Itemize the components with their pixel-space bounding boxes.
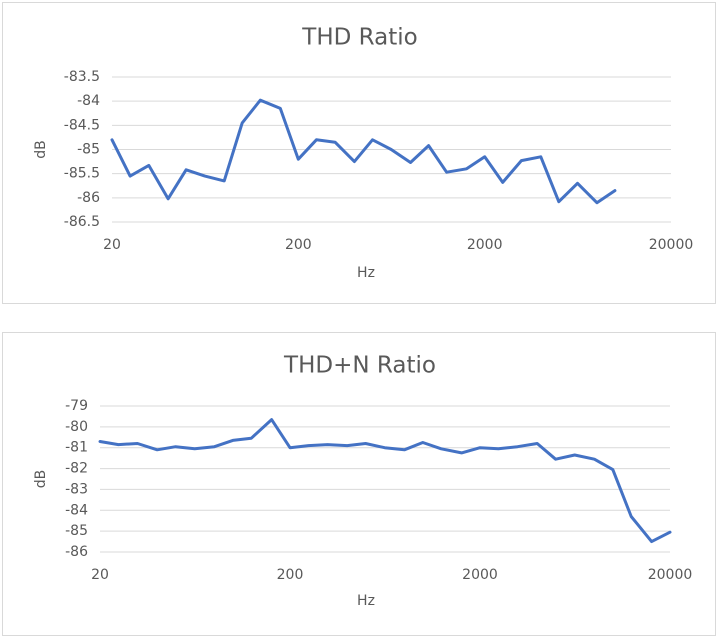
y-tick-label: -84.5: [64, 117, 100, 133]
chart-title: THD Ratio: [301, 25, 417, 51]
y-tick-label: -81: [65, 440, 88, 456]
x-tick-label: 200: [277, 567, 304, 583]
series-line: [98, 418, 672, 544]
y-tick-label: -85: [77, 142, 100, 158]
y-tick-label: -84: [77, 93, 100, 109]
chart-panel-thd-n: THD+N Ratio -79 -80 -81 -82 -83 -84 -85 -86 20 200…: [2, 332, 716, 636]
x-tick-label: 20: [91, 567, 109, 583]
x-tick-label: 2000: [467, 237, 503, 253]
series-line: [110, 98, 617, 205]
x-tick-label: 20: [103, 237, 121, 253]
y-axis-label: dB: [33, 140, 49, 159]
y-tick-label: -85: [65, 523, 88, 539]
y-tick-label: -83: [65, 481, 88, 497]
y-tick-label: -80: [65, 419, 88, 435]
y-tick-label: -83.5: [64, 69, 100, 85]
x-axis-label: Hz: [357, 593, 375, 609]
y-axis-label: dB: [33, 470, 49, 489]
chart-title: THD+N Ratio: [283, 353, 436, 379]
y-tick-label: -86: [65, 544, 88, 560]
chart-panel-thd: THD Ratio -83.5 -84 -84.5 -85 -85.5 -86 -86.5 20…: [2, 2, 716, 304]
x-tick-label: 20000: [648, 567, 693, 583]
y-tick-label: -86.5: [64, 214, 100, 230]
x-tick-label: 200: [285, 237, 312, 253]
x-axis-label: Hz: [357, 265, 375, 281]
y-tick-label: -85.5: [64, 166, 100, 182]
y-tick-label: -79: [65, 398, 88, 414]
y-tick-label: -84: [65, 502, 88, 518]
chart-thd: THD Ratio-83.5-84-84.5-85-85.5-86-86.520…: [33, 25, 694, 282]
y-tick-label: -82: [65, 461, 88, 477]
x-tick-label: 20000: [649, 237, 694, 253]
y-tick-label: -86: [77, 190, 100, 206]
x-tick-label: 2000: [462, 567, 498, 583]
